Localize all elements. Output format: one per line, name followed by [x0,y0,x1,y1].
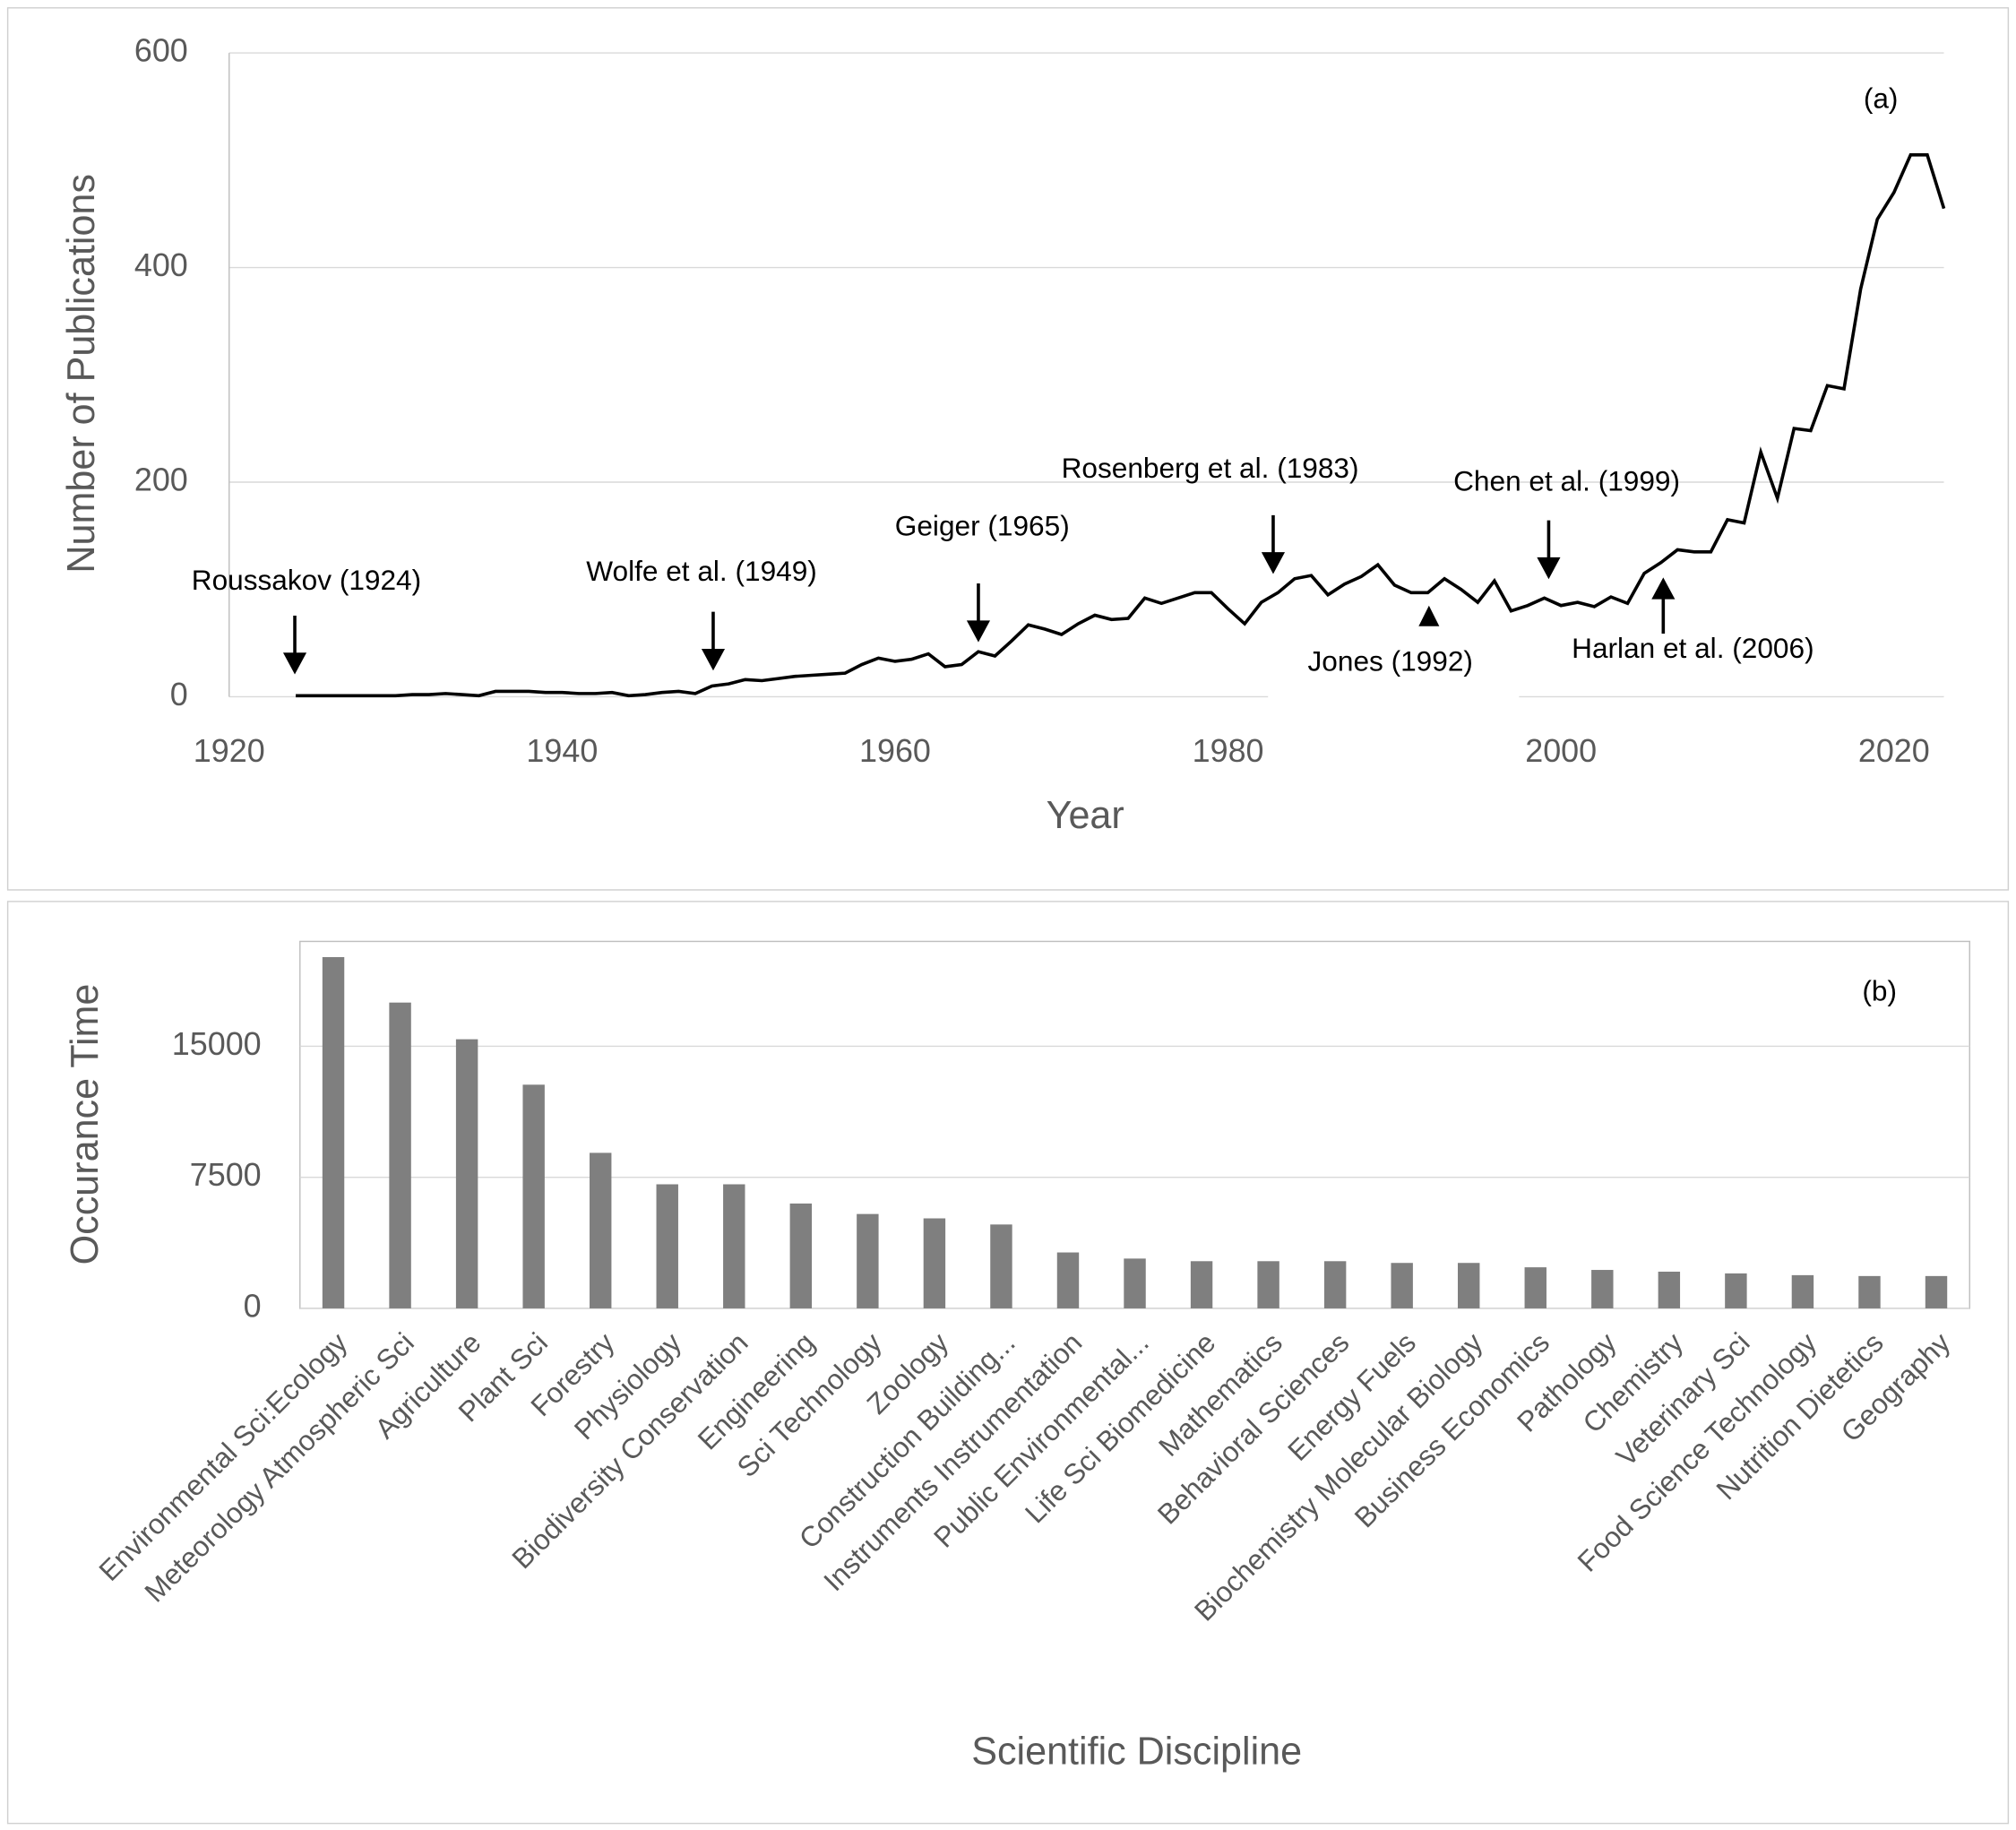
bar [1257,1261,1279,1308]
y-tick-label: 7500 [190,1156,262,1193]
bar [857,1213,879,1308]
x-tick-label: 2000 [1525,732,1597,769]
plot-frame [299,940,1970,1309]
annotation: Wolfe et al. (1949) [586,555,817,587]
annotation: Geiger (1965) [895,510,1070,542]
bar [1190,1261,1213,1308]
x-tick-label: 1980 [1193,732,1264,769]
bar [1056,1252,1080,1308]
bar [789,1203,813,1308]
bar [1658,1271,1681,1308]
bar [522,1084,545,1308]
annotation: Jones (1992) [1308,644,1473,677]
bar [1524,1267,1546,1308]
bar [1124,1258,1146,1308]
y-tick-label: 400 [134,246,188,283]
y-tick-label: 600 [134,32,188,69]
annotation: Harlan et al. (2006) [1572,632,1814,664]
label-backing [1268,640,1520,700]
bar [656,1184,678,1308]
bar [1791,1274,1814,1308]
y-tick-label: 15000 [172,1025,262,1062]
annotation: Rosenberg et al. (1983) [1062,452,1359,484]
bar [1391,1263,1413,1308]
x-tick-label: 1940 [526,732,598,769]
panel-label: (b) [1862,974,1897,1006]
panel-label: (a) [1864,82,1899,115]
x-axis-title: Year [1047,794,1124,837]
x-tick-label: Environmental Sci:Ecology [92,1326,353,1587]
bar [455,1039,478,1308]
bar [389,1002,411,1308]
y-tick-label: 0 [244,1287,262,1324]
bar [1725,1273,1747,1308]
panel-a-frame [6,7,2010,891]
y-axis-title: Number of Publications [60,174,103,574]
y-axis-title: Occurance Time [64,984,107,1265]
y-tick-label: 0 [170,676,188,712]
bar [990,1224,1012,1308]
bar [723,1184,745,1308]
annotation-arrows [282,514,1676,675]
bar [1591,1270,1614,1308]
bar [923,1218,946,1308]
data-line [296,153,1946,698]
panel-b-frame [6,901,2010,1825]
bar [1323,1261,1347,1308]
x-tick-label: 2020 [1858,732,1930,769]
x-tick-label: Meteorology Atmospheric Sci [138,1326,420,1609]
bar [1858,1275,1881,1308]
annotation: Roussakov (1924) [192,564,421,596]
annotation: Chen et al. (1999) [1453,464,1680,496]
bar [589,1152,612,1308]
x-tick-label: 1920 [194,732,265,769]
x-tick-label: 1960 [859,732,931,769]
bar [322,957,345,1308]
y-tick-label: 200 [134,461,188,497]
x-axis-title: Scientific Discipline [971,1730,1302,1773]
bar [1458,1263,1480,1308]
bar [1925,1275,1948,1308]
